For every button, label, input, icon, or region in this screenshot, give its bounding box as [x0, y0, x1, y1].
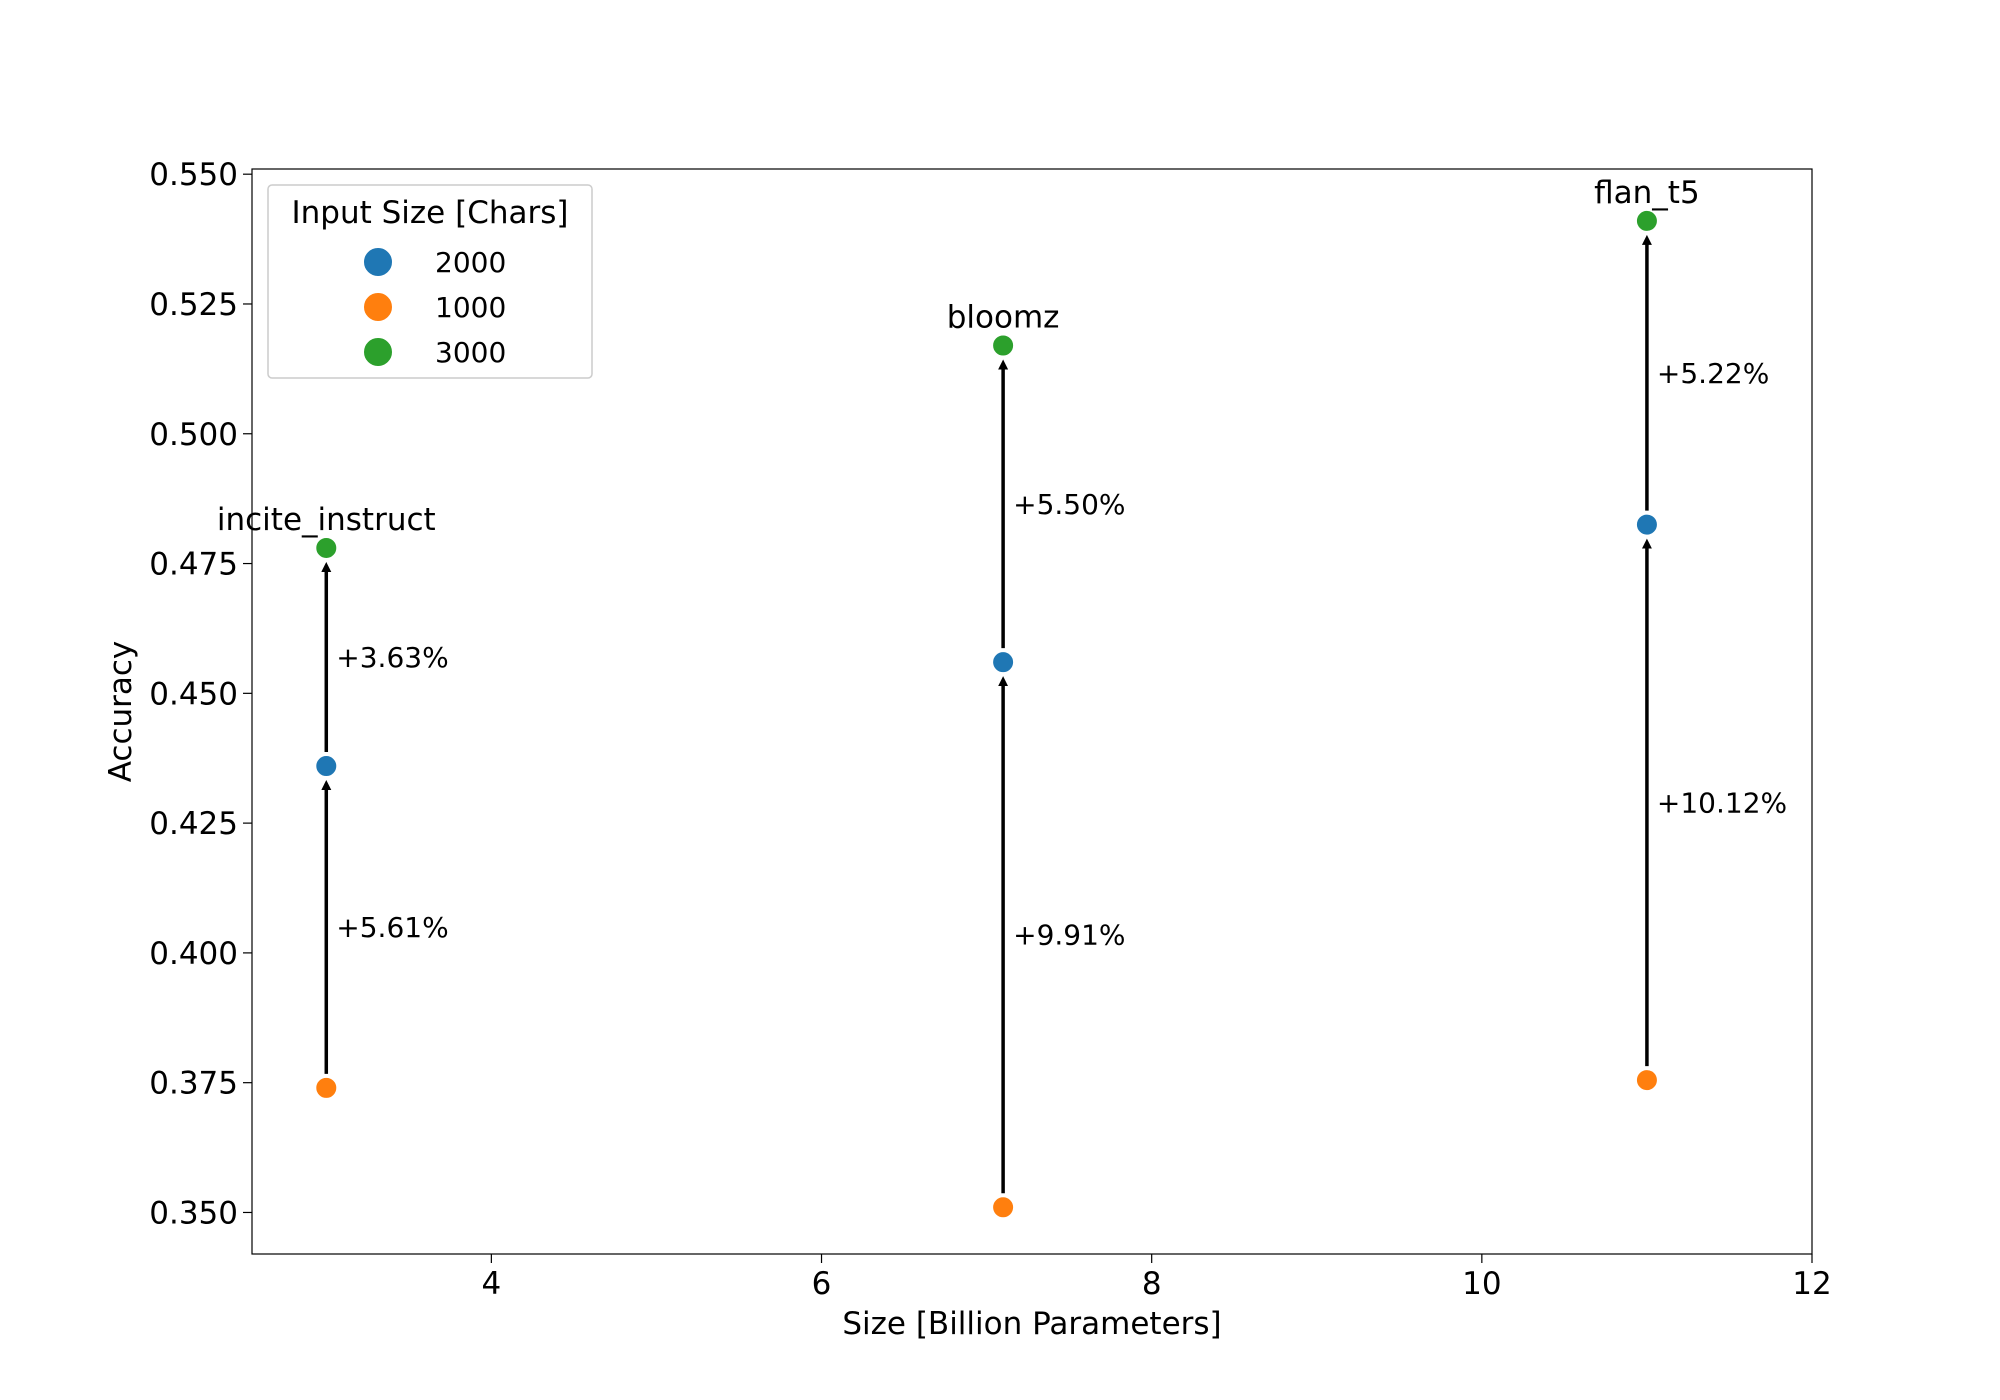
y-tick-label: 0.350 — [149, 1195, 238, 1231]
data-point-2000 — [1634, 512, 1659, 537]
data-point-1000 — [314, 1075, 339, 1100]
y-tick-label: 0.475 — [149, 547, 238, 583]
data-point-1000 — [1634, 1068, 1659, 1093]
data-point-1000 — [991, 1195, 1016, 1220]
y-axis: 0.350 0.375 0.400 0.425 0.450 0.475 0.500 0.525… — [149, 157, 252, 1231]
improvement-label: +5.50% — [1013, 488, 1125, 521]
model-label: incite_instruct — [217, 502, 436, 538]
x-tick-label: 10 — [1462, 1266, 1501, 1302]
y-tick-label: 0.425 — [149, 806, 238, 842]
y-tick-label: 0.450 — [149, 676, 238, 712]
data-point-2000 — [991, 650, 1016, 675]
y-tick-label: 0.400 — [149, 936, 238, 972]
legend-box — [267, 184, 593, 379]
improvement-label: +9.91% — [1013, 919, 1125, 952]
x-tick-label: 6 — [812, 1266, 832, 1302]
improvement-label: +5.61% — [336, 911, 448, 944]
x-tick-label: 4 — [481, 1266, 501, 1302]
improvement-label: +10.12% — [1657, 786, 1787, 819]
legend-entry-label: 1000 — [435, 291, 506, 324]
model-label: bloomz — [947, 300, 1060, 336]
y-tick-label: 0.525 — [149, 287, 238, 323]
arrows-layer — [321, 234, 1652, 1194]
x-axis-label: Size [Billion Parameters] — [842, 1306, 1221, 1342]
legend-marker-1000 — [362, 291, 394, 323]
x-tick-label: 8 — [1142, 1266, 1162, 1302]
legend-entry-label: 3000 — [435, 336, 506, 369]
y-axis-label: Accuracy — [103, 641, 139, 783]
points-layer — [314, 208, 1659, 1220]
y-tick-label: 0.550 — [149, 157, 238, 193]
y-tick-label: 0.500 — [149, 417, 238, 453]
improvement-label: +5.22% — [1657, 357, 1769, 390]
data-point-3000 — [991, 333, 1016, 358]
legend-marker-2000 — [362, 246, 394, 278]
legend: Input Size [Chars] 2000 1000 3000 — [267, 184, 593, 379]
data-point-3000 — [314, 535, 339, 560]
plot-area-frame — [251, 168, 1813, 1255]
legend-marker-3000 — [362, 336, 394, 368]
x-tick-label: 12 — [1792, 1266, 1831, 1302]
data-point-2000 — [314, 754, 339, 779]
legend-title: Input Size [Chars] — [292, 195, 569, 231]
model-label: flan_t5 — [1594, 175, 1700, 211]
legend-entry-label: 2000 — [435, 246, 506, 279]
improvement-label: +3.63% — [336, 641, 448, 674]
labels-layer: +5.61% +3.63% +9.91% +5.50% +10.12% +5.22% inc… — [217, 175, 1787, 952]
data-point-3000 — [1634, 208, 1659, 233]
x-axis: 4 6 8 10 12 — [481, 1254, 1832, 1302]
y-tick-label: 0.375 — [149, 1066, 238, 1102]
